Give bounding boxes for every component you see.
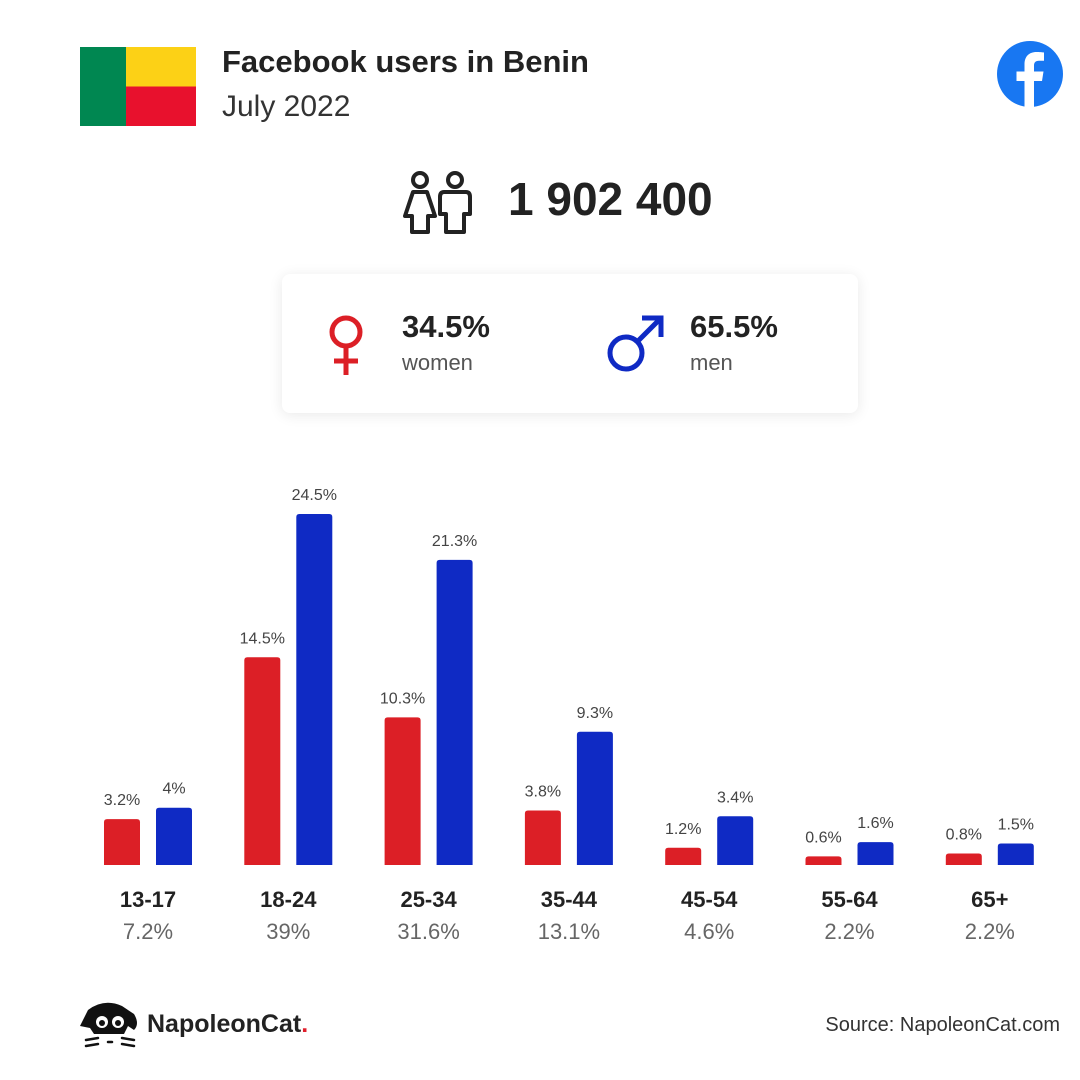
gender-split-card: 34.5% women 65.5% men [282, 274, 858, 413]
bar-value-label: 14.5% [240, 630, 285, 647]
women-label: women [402, 350, 473, 375]
bar-value-label: 0.8% [946, 827, 982, 844]
bar-value-label: 3.4% [717, 789, 753, 806]
men-percentage: 65.5% [690, 309, 778, 344]
bar-women-35-44 [524, 810, 561, 865]
benin-flag-icon [80, 47, 196, 126]
bar-value-label: 24.5% [292, 487, 337, 504]
bar-women-25-34 [384, 717, 421, 865]
bar-women-55-64 [805, 856, 842, 865]
source-credit: Source: NapoleonCat.com [825, 1014, 1060, 1036]
brand-name: NapoleonCat. [147, 1010, 308, 1039]
bar-men-35-44 [576, 731, 613, 865]
users-icon [403, 171, 472, 234]
bar-men-18-24 [296, 514, 333, 865]
age-gender-bar-chart: 3.2% 4% 13-17 7.2% 14.5% 24.5% 18-24 39% 10.3% 21… [104, 487, 1034, 944]
men-label: men [690, 350, 733, 375]
age-group-label: 35-44 [541, 887, 598, 912]
bar-value-label: 21.3% [432, 533, 477, 550]
bar-women-45-54 [665, 847, 702, 865]
women-percentage: 34.5% [402, 309, 490, 344]
bar-men-55-64 [857, 842, 894, 865]
age-group-label: 25-34 [400, 887, 457, 912]
napoleoncat-logo-icon [80, 1002, 137, 1048]
brand-dot: . [301, 1010, 309, 1038]
brand-name-text: NapoleonCat [147, 1010, 302, 1038]
total-users-count: 1 902 400 [508, 173, 713, 225]
age-group-label: 18-24 [260, 887, 317, 912]
age-group-total: 39% [266, 919, 310, 944]
age-group-total: 2.2% [965, 919, 1015, 944]
bar-women-18-24 [244, 657, 281, 865]
facebook-logo-icon [997, 41, 1063, 107]
age-group-total: 7.2% [123, 919, 173, 944]
age-group-label: 65+ [971, 887, 1008, 912]
bar-value-label: 9.3% [577, 705, 613, 722]
bar-value-label: 1.6% [857, 815, 893, 832]
bar-women-13-17 [104, 819, 140, 865]
age-group-total: 31.6% [397, 919, 459, 944]
bar-men-45-54 [717, 816, 754, 865]
bar-value-label: 3.8% [525, 784, 561, 801]
page-subtitle: July 2022 [222, 90, 351, 123]
age-group-label: 55-64 [821, 887, 878, 912]
bar-value-label: 10.3% [380, 690, 425, 707]
age-group-total: 13.1% [538, 919, 600, 944]
bar-men-25-34 [436, 559, 473, 865]
age-group-total: 2.2% [824, 919, 874, 944]
page-title: Facebook users in Benin [222, 44, 589, 79]
age-group-label: 13-17 [120, 887, 176, 912]
bar-value-label: 4% [162, 781, 185, 798]
bar-value-label: 0.6% [805, 829, 841, 846]
bar-value-label: 1.2% [665, 821, 701, 838]
bar-men-65+ [997, 843, 1034, 865]
bar-value-label: 3.2% [104, 792, 140, 809]
age-group-label: 45-54 [681, 887, 738, 912]
female-symbol-icon [329, 315, 363, 375]
age-group-total: 4.6% [684, 919, 734, 944]
bar-women-65+ [945, 853, 982, 865]
bar-value-label: 1.5% [998, 817, 1034, 834]
male-symbol-icon [607, 315, 664, 372]
bar-men-13-17 [156, 807, 192, 865]
